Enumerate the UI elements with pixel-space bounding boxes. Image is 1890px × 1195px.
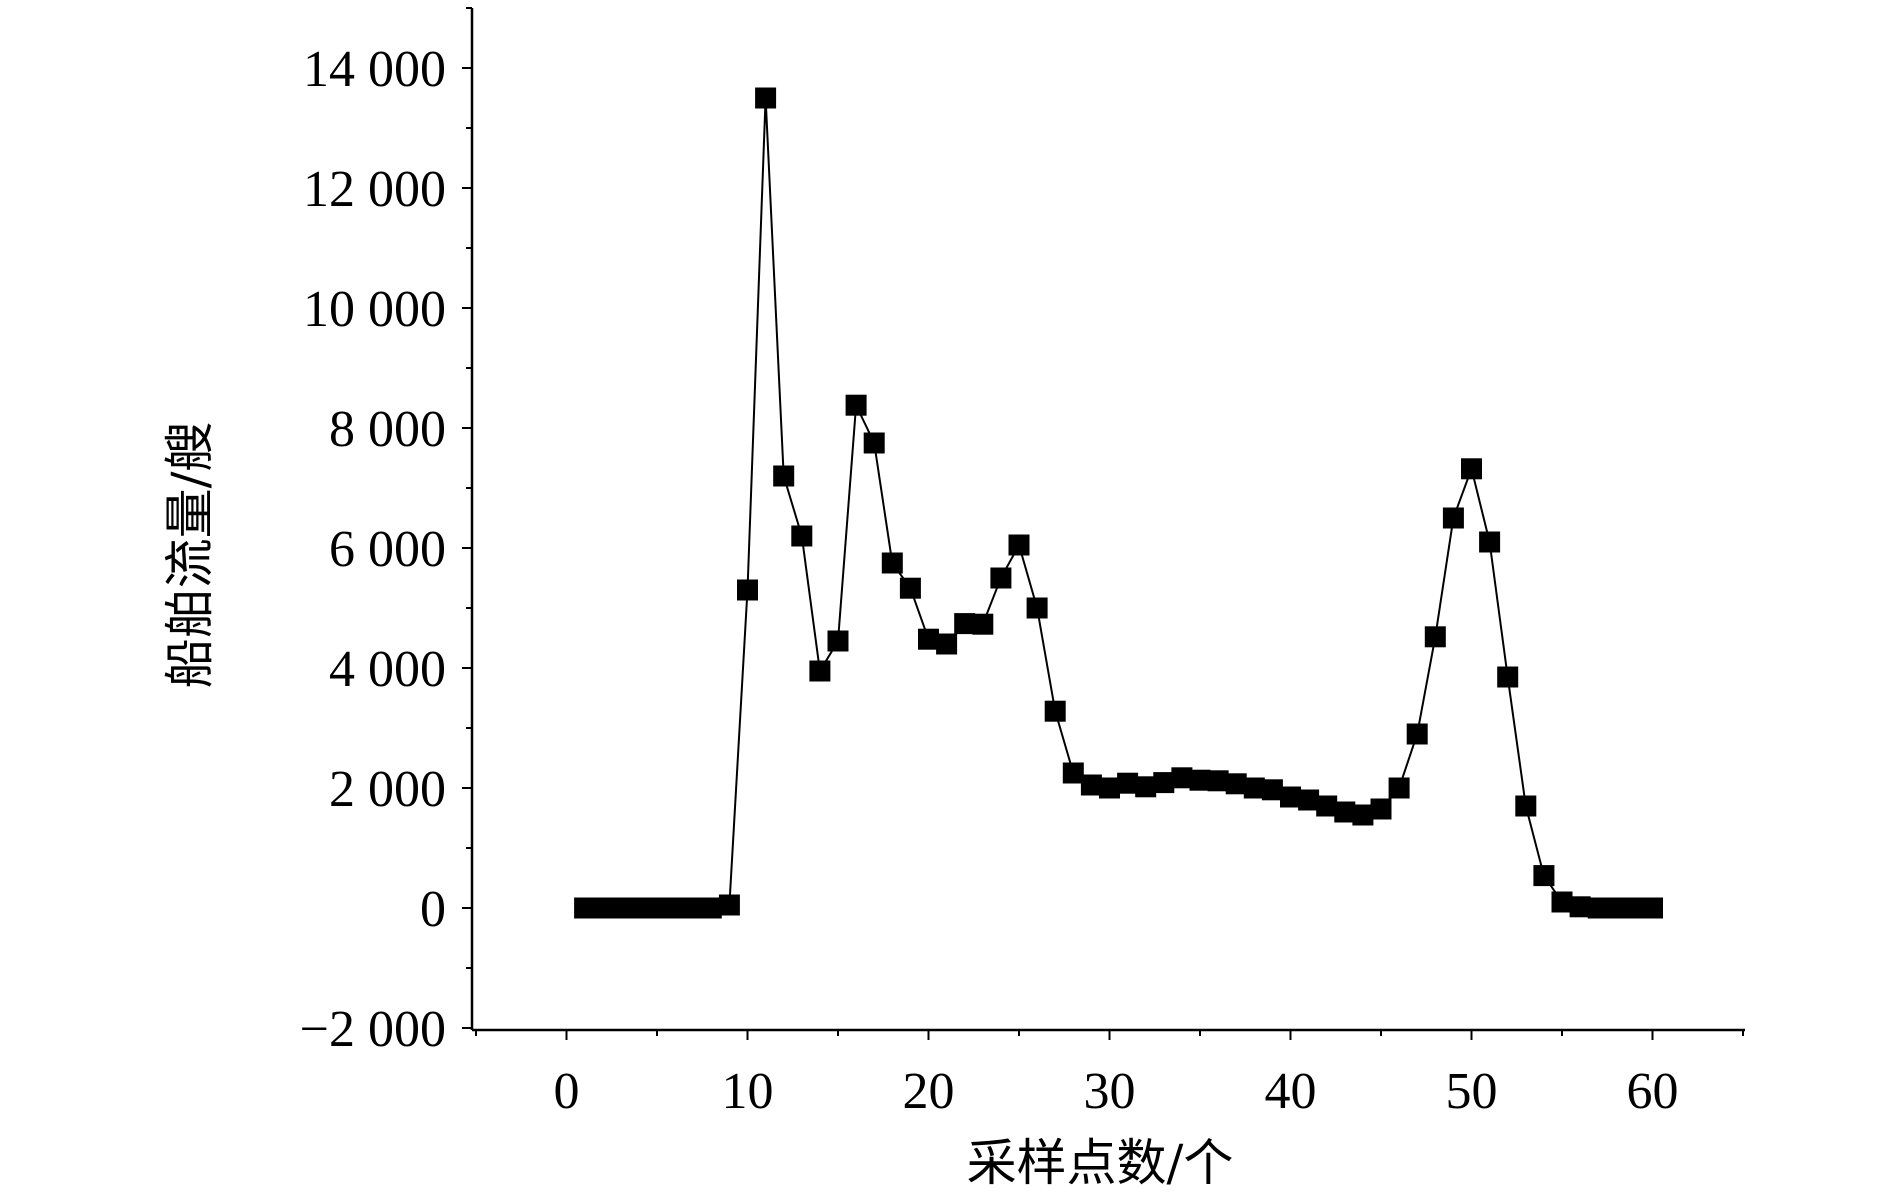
- data-point: [610, 897, 632, 919]
- x-axis-title: 采样点数/个: [967, 1134, 1234, 1192]
- data-point: [1497, 666, 1519, 688]
- data-point: [1008, 534, 1030, 556]
- data-point: [1117, 772, 1139, 794]
- data-point: [1207, 770, 1229, 792]
- x-tick-label: 60: [1627, 1063, 1679, 1120]
- y-tick-label: 14 000: [303, 41, 446, 98]
- data-point: [1461, 458, 1482, 480]
- data-point: [664, 897, 686, 919]
- data-point: [1261, 779, 1283, 801]
- y-ticks: −2 000 0 2 000 4 000 6 000 8 000 10 000 12 000 1…: [300, 7, 472, 1058]
- data-point: [990, 567, 1012, 589]
- y-tick-label: 6 000: [329, 521, 446, 578]
- y-tick-label: 4 000: [329, 641, 446, 698]
- y-tick-label: 2 000: [329, 761, 446, 818]
- data-point: [1171, 767, 1193, 789]
- data-point: [1352, 804, 1374, 826]
- y-tick-label: 8 000: [329, 401, 446, 458]
- data-point: [1515, 795, 1537, 817]
- data-point: [1479, 531, 1501, 553]
- data-point: [1026, 597, 1048, 619]
- data-point: [1334, 801, 1356, 823]
- data-point: [1298, 789, 1320, 811]
- data-point: [737, 579, 758, 601]
- data-point: [918, 628, 939, 650]
- data-point: [1642, 897, 1663, 919]
- data-point: [1243, 777, 1265, 799]
- data-point: [881, 552, 903, 574]
- x-tick-label: 40: [1265, 1063, 1317, 1120]
- data-point: [646, 897, 668, 919]
- data-point: [827, 630, 849, 652]
- x-ticks: 0 10 20 30 40 50 60: [475, 1030, 1744, 1120]
- data-point: [1551, 891, 1573, 913]
- data-point: [773, 465, 795, 487]
- series-layer: [574, 87, 1663, 919]
- data-point: [1370, 798, 1392, 820]
- data-point: [682, 897, 704, 919]
- y-tick-label: 0: [420, 881, 446, 938]
- data-point: [1605, 897, 1627, 919]
- data-point: [1424, 626, 1446, 648]
- data-point: [936, 633, 958, 655]
- data-point: [718, 894, 740, 916]
- x-tick-label: 20: [903, 1063, 955, 1120]
- y-tick-label: 12 000: [303, 161, 446, 218]
- data-point: [1442, 507, 1464, 529]
- data-point: [1080, 774, 1102, 796]
- data-point: [863, 432, 885, 454]
- y-tick-label: −2 000: [300, 1001, 446, 1058]
- x-tick-label: 50: [1446, 1063, 1498, 1120]
- data-point: [1533, 865, 1555, 887]
- data-point: [1135, 776, 1157, 798]
- data-point: [1225, 773, 1247, 795]
- data-point: [1044, 700, 1066, 722]
- data-point: [1280, 786, 1301, 808]
- data-point: [899, 577, 921, 599]
- x-tick-label: 10: [722, 1063, 774, 1120]
- x-tick-label: 30: [1084, 1063, 1136, 1120]
- data-point: [592, 897, 614, 919]
- data-point: [1388, 777, 1410, 799]
- data-point: [954, 613, 976, 635]
- data-point: [574, 897, 596, 919]
- y-tick-label: 10 000: [303, 281, 446, 338]
- data-point: [755, 87, 777, 109]
- data-point: [700, 897, 722, 919]
- data-point: [809, 660, 831, 682]
- data-point: [845, 394, 867, 416]
- data-point: [1062, 762, 1084, 784]
- data-point: [1099, 777, 1120, 799]
- data-point: [1623, 897, 1645, 919]
- data-point: [1153, 772, 1175, 794]
- y-axis-title: 船舶流量/艘: [161, 422, 219, 689]
- data-point: [791, 525, 813, 547]
- data-point: [1587, 897, 1609, 919]
- x-tick-label: 0: [554, 1063, 580, 1120]
- data-point: [628, 897, 650, 919]
- data-point: [1189, 769, 1211, 791]
- data-point: [972, 613, 994, 635]
- data-point: [1569, 896, 1591, 918]
- data-point: [1316, 795, 1338, 817]
- data-point: [1406, 723, 1428, 745]
